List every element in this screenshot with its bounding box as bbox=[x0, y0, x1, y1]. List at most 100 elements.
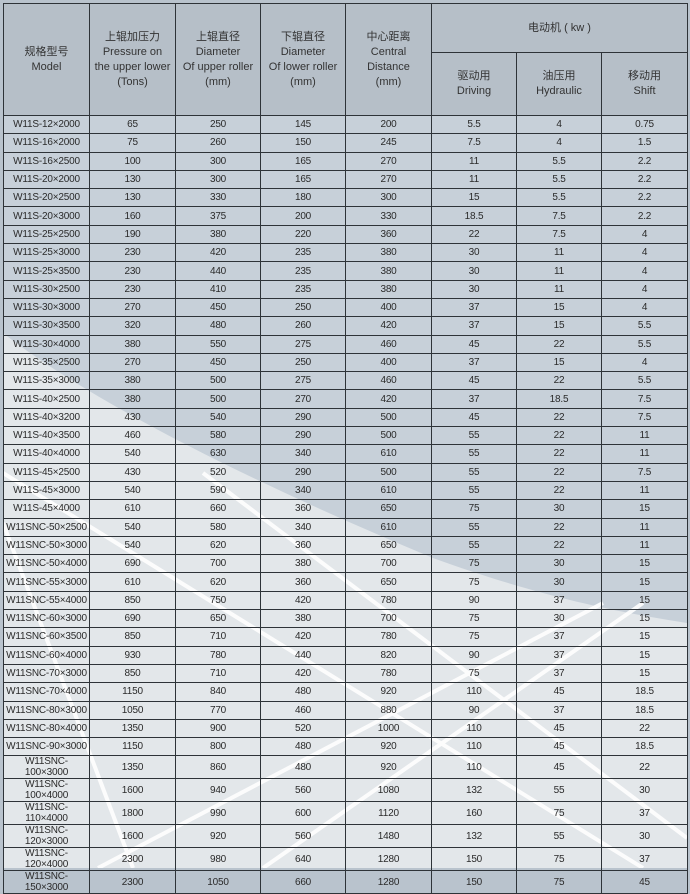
value-cell: 380 bbox=[345, 261, 432, 281]
value-cell: 145 bbox=[260, 114, 346, 135]
value-cell: 245 bbox=[345, 133, 432, 153]
table-row: W11SNC-60×3000 690 650 380 700 75 30 15 bbox=[3, 609, 689, 629]
value-cell: 22 bbox=[516, 334, 602, 354]
value-cell: 45 bbox=[431, 371, 517, 391]
value-cell: 5.5 bbox=[600, 371, 689, 391]
model-cell: W11S-16×2500 bbox=[3, 151, 90, 171]
value-cell: 75 bbox=[516, 870, 602, 894]
model-cell: W11SNC-100×3000 bbox=[3, 755, 90, 780]
value-cell: 220 bbox=[260, 224, 346, 245]
table-row: W11S-25×3500 230 440 235 380 30 11 4 bbox=[3, 261, 689, 281]
table-body: W11S-12×2000 65 250 145 200 5.5 4 0.75 W11S-16×2… bbox=[3, 114, 689, 894]
value-cell: 11 bbox=[431, 151, 517, 171]
value-cell: 18.5 bbox=[600, 700, 689, 720]
value-cell: 5.5 bbox=[600, 316, 689, 336]
value-cell: 2.2 bbox=[600, 151, 689, 171]
value-cell: 270 bbox=[345, 151, 432, 171]
value-cell: 37 bbox=[431, 389, 517, 409]
header-hydraulic: 油压用 Hydraulic bbox=[516, 52, 602, 116]
table-row: W11SNC-70×4000 1150 840 480 920 110 45 18.5 bbox=[3, 682, 689, 702]
value-cell: 330 bbox=[345, 206, 432, 226]
value-cell: 150 bbox=[431, 847, 517, 872]
value-cell: 500 bbox=[175, 389, 261, 409]
value-cell: 7.5 bbox=[600, 407, 689, 428]
model-cell: W11SNC-60×3000 bbox=[3, 609, 90, 629]
table-row: W11S-45×3000 540 590 340 610 55 22 11 bbox=[3, 480, 689, 501]
value-cell: 4 bbox=[600, 279, 689, 299]
value-cell: 380 bbox=[89, 389, 176, 409]
table-row: W11SNC-120×3000 1600 920 560 1480 132 55 30 bbox=[3, 824, 689, 849]
table-row: W11SNC-80×3000 1050 770 460 880 90 37 18.5 bbox=[3, 700, 689, 720]
value-cell: 2300 bbox=[89, 847, 176, 872]
value-cell: 270 bbox=[89, 352, 176, 373]
value-cell: 990 bbox=[175, 801, 261, 826]
model-cell: W11S-20×3000 bbox=[3, 206, 90, 226]
model-cell: W11S-16×2000 bbox=[3, 133, 90, 153]
header-shift: 移动用 Shift bbox=[600, 52, 689, 116]
value-cell: 420 bbox=[260, 627, 346, 647]
value-cell: 880 bbox=[345, 700, 432, 720]
value-cell: 380 bbox=[260, 609, 346, 629]
value-cell: 4 bbox=[600, 243, 689, 263]
model-cell: W11S-25×3500 bbox=[3, 261, 90, 281]
table-row: W11SNC-100×3000 1350 860 480 920 110 45 22 bbox=[3, 755, 689, 780]
value-cell: 200 bbox=[260, 206, 346, 226]
value-cell: 380 bbox=[345, 243, 432, 263]
value-cell: 30 bbox=[516, 572, 602, 592]
value-cell: 45 bbox=[431, 407, 517, 428]
value-cell: 270 bbox=[345, 169, 432, 190]
value-cell: 780 bbox=[345, 663, 432, 684]
value-cell: 450 bbox=[175, 297, 261, 318]
value-cell: 550 bbox=[175, 334, 261, 354]
value-cell: 30 bbox=[516, 554, 602, 574]
value-cell: 480 bbox=[260, 755, 346, 780]
value-cell: 1350 bbox=[89, 755, 176, 780]
value-cell: 235 bbox=[260, 279, 346, 299]
value-cell: 18.5 bbox=[431, 206, 517, 226]
value-cell: 55 bbox=[516, 778, 602, 803]
model-cell: W11S-12×2000 bbox=[3, 114, 90, 135]
value-cell: 610 bbox=[345, 444, 432, 464]
value-cell: 55 bbox=[431, 517, 517, 537]
table-row: W11SNC-55×3000 610 620 360 650 75 30 15 bbox=[3, 572, 689, 592]
value-cell: 540 bbox=[89, 444, 176, 464]
value-cell: 22 bbox=[516, 535, 602, 556]
value-cell: 30 bbox=[516, 609, 602, 629]
spec-table-container: 规格型号 Model 上辊加压力 Pressure on the upper lowe… bbox=[3, 3, 689, 894]
value-cell: 110 bbox=[431, 682, 517, 702]
model-cell: W11SNC-60×3500 bbox=[3, 627, 90, 647]
value-cell: 500 bbox=[345, 407, 432, 428]
value-cell: 420 bbox=[345, 316, 432, 336]
value-cell: 45 bbox=[431, 334, 517, 354]
value-cell: 1050 bbox=[175, 870, 261, 894]
value-cell: 55 bbox=[431, 535, 517, 556]
value-cell: 290 bbox=[260, 426, 346, 446]
value-cell: 375 bbox=[175, 206, 261, 226]
value-cell: 250 bbox=[260, 297, 346, 318]
value-cell: 560 bbox=[260, 778, 346, 803]
value-cell: 75 bbox=[431, 627, 517, 647]
table-row: W11S-45×2500 430 520 290 500 55 22 7.5 bbox=[3, 462, 689, 482]
value-cell: 480 bbox=[260, 682, 346, 702]
table-row: W11SNC-60×3500 850 710 420 780 75 37 15 bbox=[3, 627, 689, 647]
value-cell: 380 bbox=[89, 334, 176, 354]
value-cell: 650 bbox=[345, 535, 432, 556]
value-cell: 1080 bbox=[345, 778, 432, 803]
table-row: W11SNC-90×3000 1150 800 480 920 110 45 18.5 bbox=[3, 737, 689, 757]
value-cell: 4 bbox=[600, 352, 689, 373]
value-cell: 700 bbox=[345, 609, 432, 629]
model-cell: W11S-35×2500 bbox=[3, 352, 90, 373]
value-cell: 500 bbox=[345, 426, 432, 446]
value-cell: 165 bbox=[260, 151, 346, 171]
value-cell: 7.5 bbox=[600, 389, 689, 409]
value-cell: 2.2 bbox=[600, 169, 689, 190]
value-cell: 900 bbox=[175, 718, 261, 739]
value-cell: 11 bbox=[516, 261, 602, 281]
value-cell: 75 bbox=[431, 609, 517, 629]
value-cell: 22 bbox=[600, 718, 689, 739]
value-cell: 11 bbox=[600, 444, 689, 464]
value-cell: 37 bbox=[516, 627, 602, 647]
model-cell: W11S-25×3000 bbox=[3, 243, 90, 263]
value-cell: 920 bbox=[345, 682, 432, 702]
value-cell: 540 bbox=[175, 407, 261, 428]
